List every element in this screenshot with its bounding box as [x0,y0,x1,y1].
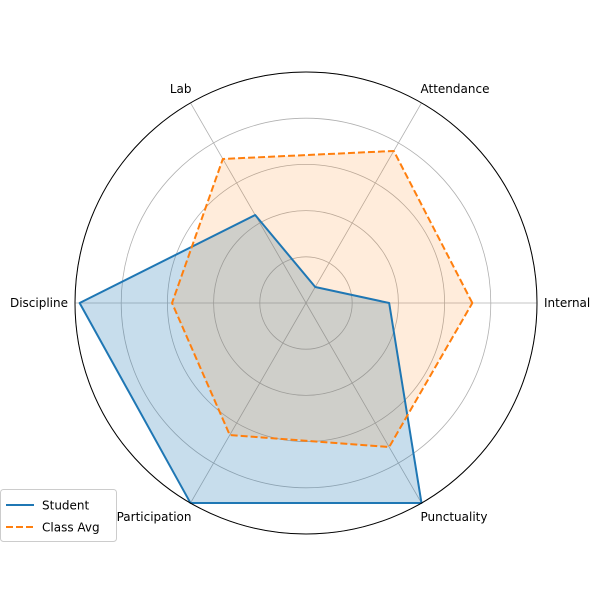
axis-label-lab: Lab [170,82,192,96]
legend-label-student: Student [42,499,90,513]
series-line-class-avg [171,149,474,449]
series-area-student [79,214,422,504]
legend-frame [0,489,117,542]
grid-spoke-attendance [305,102,422,304]
series-area-class-avg [172,150,473,448]
axis-label-internal: Internal [544,296,590,310]
grid-spoke-lab [190,102,307,304]
legend-label-class-avg: Class Avg [42,521,100,535]
radar-outer-frame [74,71,538,535]
grid-spoke-participation [190,302,307,504]
axis-label-punctuality: Punctuality [421,510,488,524]
axis-label-discipline: Discipline [10,296,68,310]
axis-label-attendance: Attendance [421,82,490,96]
axis-label-participation: Participation [117,510,192,524]
grid-spoke-punctuality [305,302,422,504]
axis-labels: Internal Attendance Lab Discipline Participa… [10,82,590,524]
legend: Student Class Avg [0,489,117,542]
radar-series [78,149,474,505]
